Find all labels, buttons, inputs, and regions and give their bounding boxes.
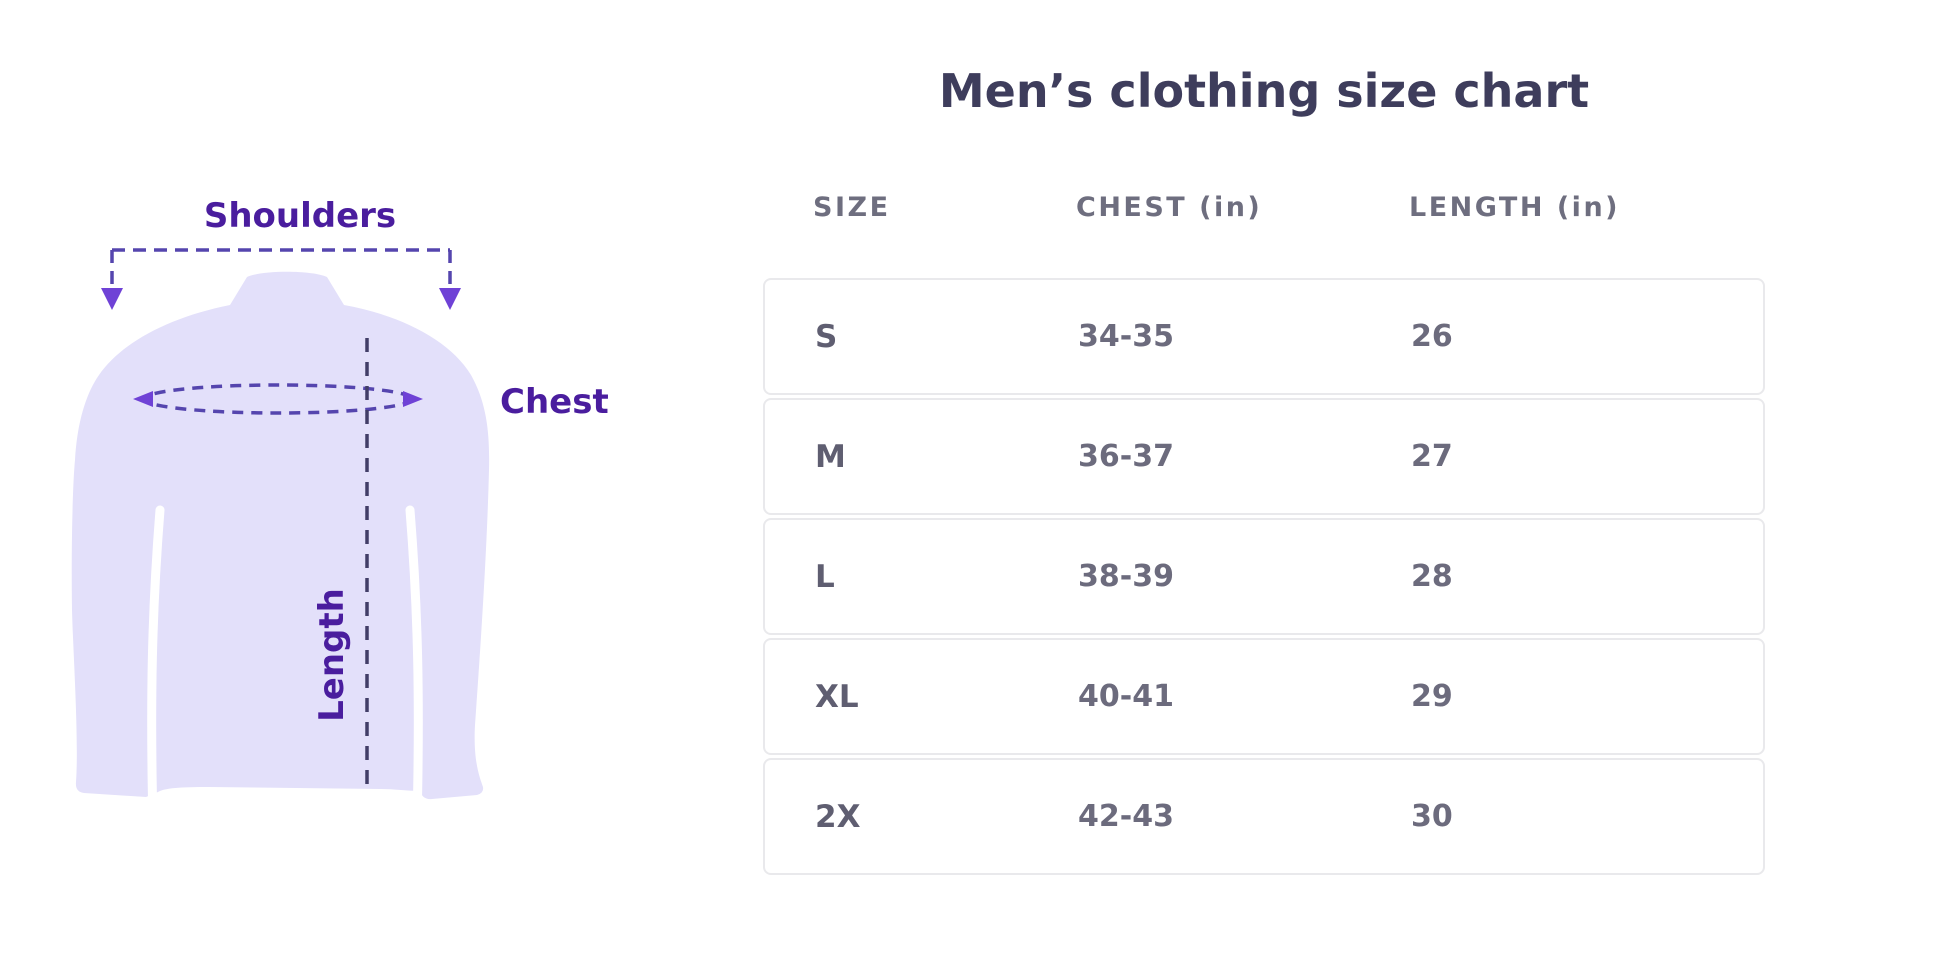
length-cell: 28 [1411, 559, 1453, 594]
right-sleeve-seam [405, 505, 423, 827]
size-cell: XL [815, 678, 859, 715]
column-header-size: SIZE [813, 192, 891, 223]
shoulders-right-arrow-icon [439, 288, 461, 310]
shirt-illustration: Shoulders Chest Length [50, 180, 670, 860]
shirt-diagram-svg [71, 248, 490, 827]
length-cell: 30 [1411, 799, 1453, 834]
length-label: Length [312, 588, 352, 722]
chest-cell: 40-41 [1078, 679, 1174, 714]
length-cell: 27 [1411, 439, 1453, 474]
column-header-chest: CHEST (in) [1076, 192, 1263, 223]
chest-measure [133, 383, 423, 415]
shoulders-label: Shoulders [203, 196, 397, 236]
page-title: Men’s clothing size chart [938, 64, 1590, 118]
table-row: M 36-37 27 [763, 398, 1765, 515]
length-cell: 26 [1411, 319, 1453, 354]
chest-right-arrow-icon [403, 391, 423, 407]
size-cell: 2X [815, 798, 861, 835]
column-header-length: LENGTH (in) [1409, 192, 1621, 223]
shoulders-bracket-line [110, 248, 452, 286]
chest-cell: 38-39 [1078, 559, 1174, 594]
length-cell: 29 [1411, 679, 1453, 714]
size-cell: L [815, 558, 835, 595]
table-row: 2X 42-43 30 [763, 758, 1765, 875]
table-row: XL 40-41 29 [763, 638, 1765, 755]
left-sleeve-seam [147, 505, 165, 827]
size-cell: M [815, 438, 846, 475]
shoulders-left-arrow-icon [101, 288, 123, 310]
chest-label: Chest [500, 382, 609, 422]
shirt-silhouette [71, 271, 490, 800]
chest-left-arrow-icon [133, 391, 153, 407]
chest-cell: 36-37 [1078, 439, 1174, 474]
table-row: S 34-35 26 [763, 278, 1765, 395]
table-row: L 38-39 28 [763, 518, 1765, 635]
chest-cell: 42-43 [1078, 799, 1174, 834]
size-table: S 34-35 26 M 36-37 27 L 38-39 28 XL 40-4… [763, 278, 1765, 875]
shoulders-measure [101, 248, 461, 310]
table-header-row: SIZE CHEST (in) LENGTH (in) [763, 192, 1765, 223]
chest-cell: 34-35 [1078, 319, 1174, 354]
size-cell: S [815, 318, 838, 355]
